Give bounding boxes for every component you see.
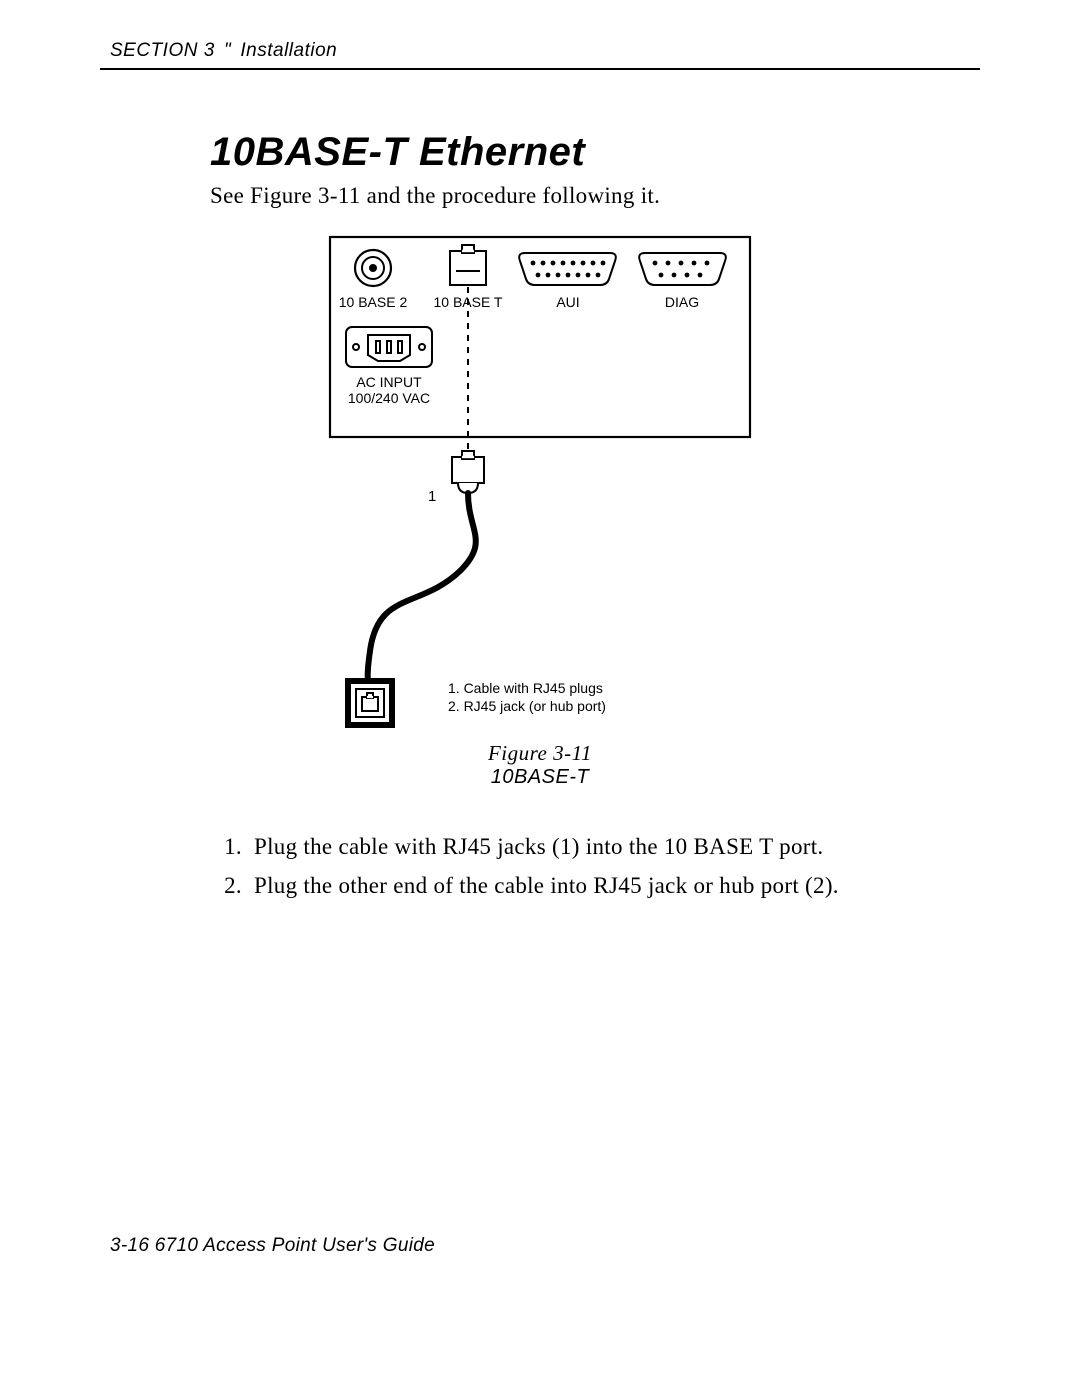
running-header: SECTION 3 " Installation (110, 40, 980, 62)
label-diag: DIAG (665, 294, 699, 310)
header-rule (100, 68, 980, 70)
page-footer: 3-16 6710 Access Point User's Guide (110, 1235, 435, 1257)
header-separator: " (221, 40, 235, 62)
legend-item-1: 1. Cable with RJ45 plugs (448, 680, 603, 696)
figure-caption: Figure 3-11 10BASE-T (320, 741, 760, 789)
procedure-steps: Plug the cable with RJ45 jacks (1) into … (210, 831, 980, 901)
header-section-label: SECTION 3 (110, 40, 215, 61)
label-ac-voltage: 100/240 VAC (348, 390, 430, 406)
figure-3-11: 10 BASE 2 10 BASE T (320, 231, 760, 789)
callout-1: 1 (428, 488, 436, 505)
header-section-title: Installation (240, 40, 337, 61)
figure-caption-label: Figure 3-11 (320, 741, 760, 766)
step-2: Plug the other end of the cable into RJ4… (248, 870, 894, 901)
step-1: Plug the cable with RJ45 jacks (1) into … (248, 831, 894, 862)
figure-svg: 10 BASE 2 10 BASE T (320, 231, 760, 731)
intro-text: See Figure 3-11 and the procedure follow… (210, 183, 980, 209)
legend-item-2: 2. RJ45 jack (or hub port) (448, 698, 606, 714)
page: SECTION 3 " Installation 10BASE-T Ethern… (0, 0, 1080, 1397)
label-aui: AUI (556, 294, 579, 310)
label-ac-input: AC INPUT (356, 374, 422, 390)
page-title: 10BASE-T Ethernet (210, 130, 980, 175)
figure-caption-name: 10BASE-T (320, 766, 760, 789)
label-10base2: 10 BASE 2 (339, 294, 408, 310)
